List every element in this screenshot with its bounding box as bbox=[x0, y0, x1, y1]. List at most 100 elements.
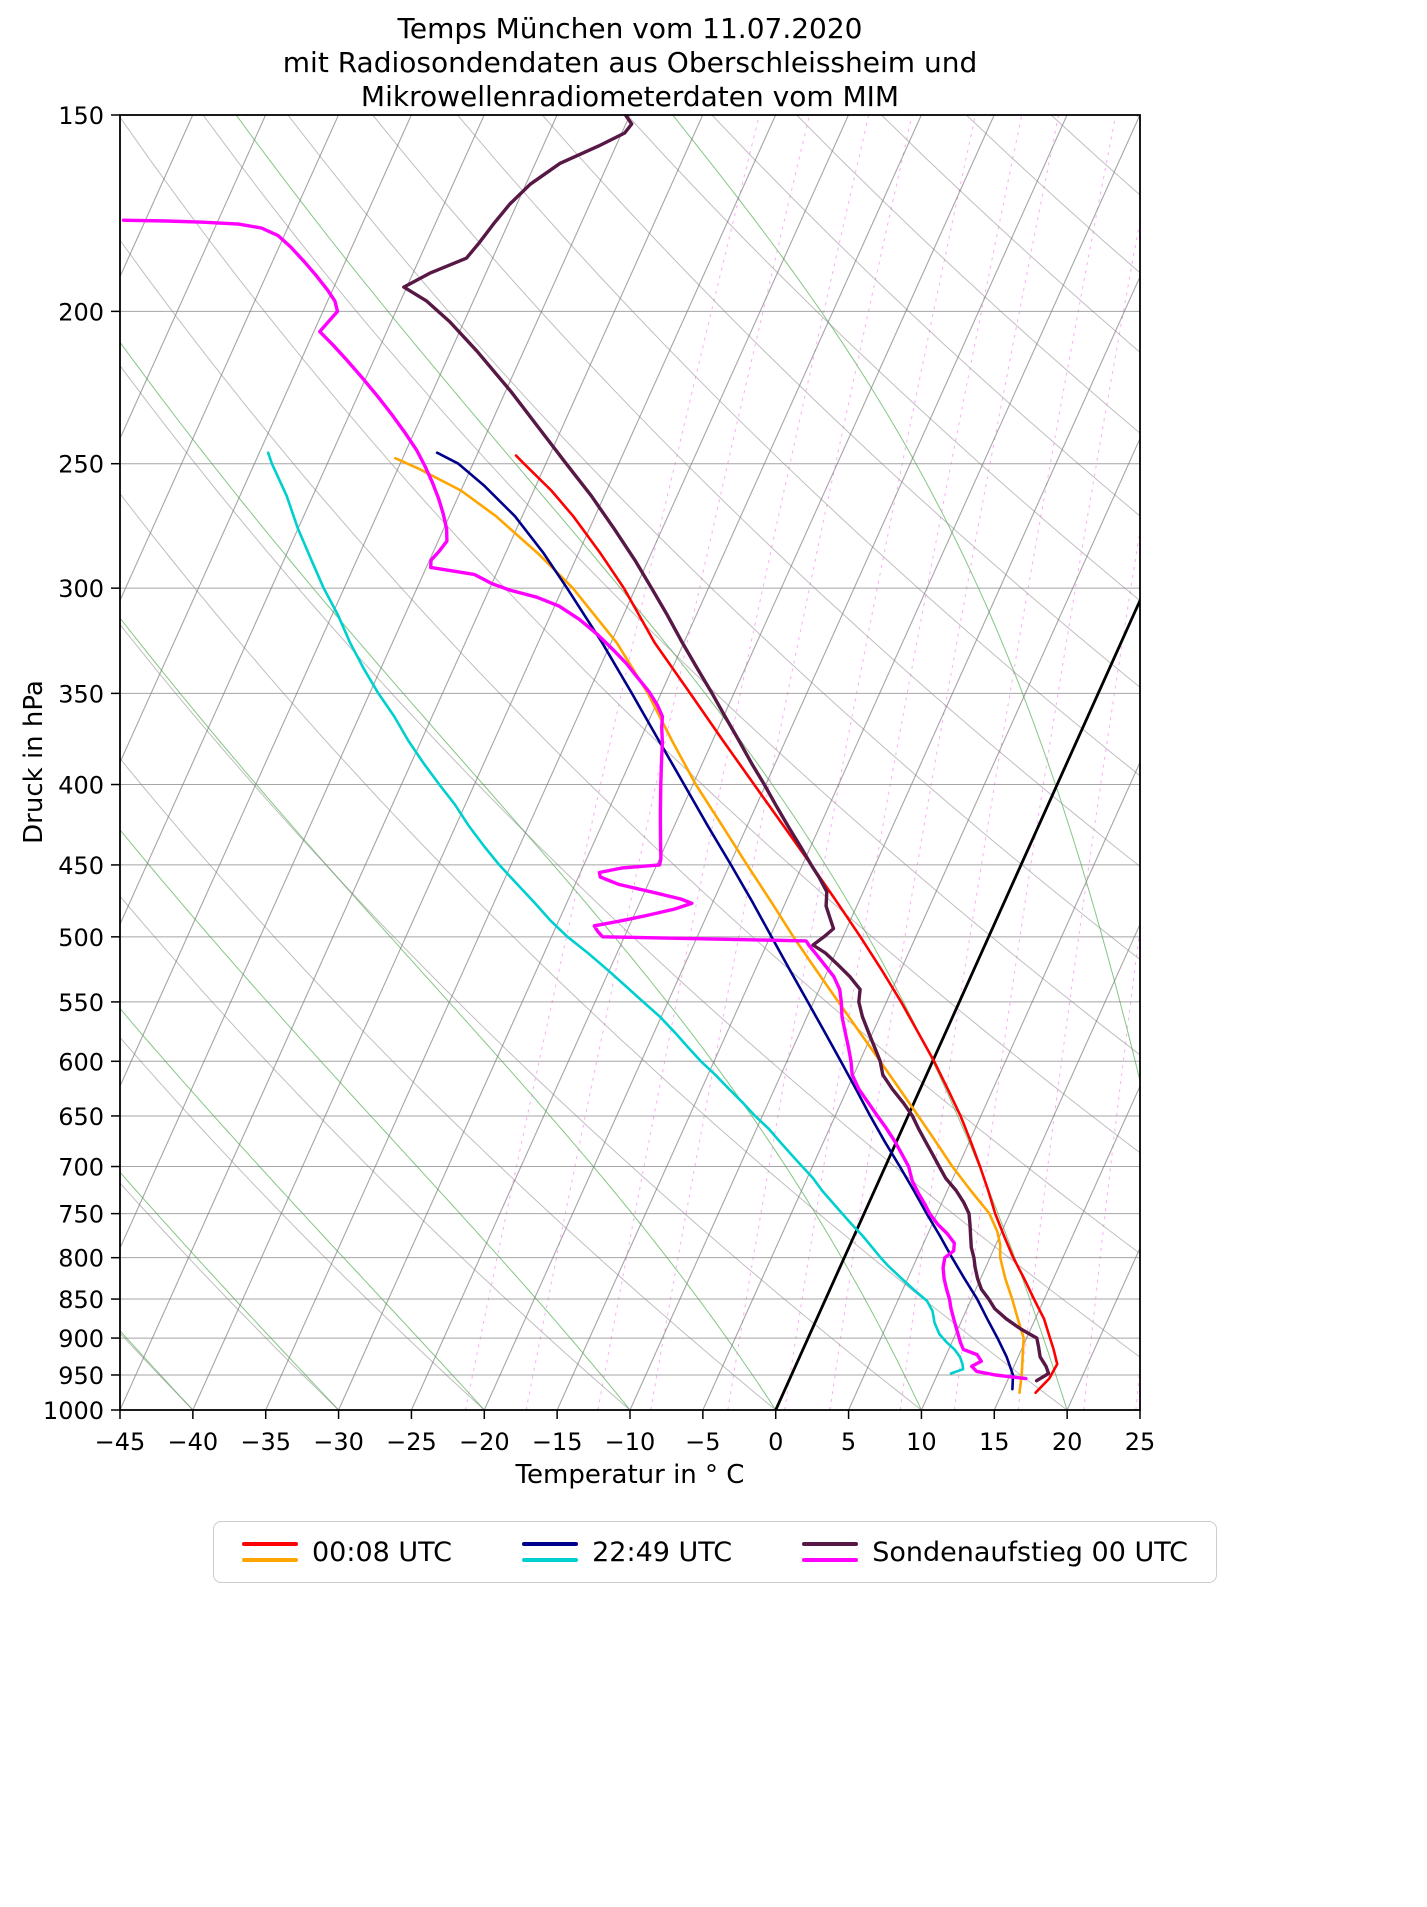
isotherm-line bbox=[120, 115, 485, 926]
y-axis-label: Druck in hPa bbox=[19, 680, 49, 844]
moist-adiabat-line bbox=[1162, 115, 1358, 1410]
isotherm-line bbox=[120, 115, 267, 440]
y-tick-label: 850 bbox=[58, 1286, 104, 1314]
legend-item-2249utc: 22:49 UTC bbox=[522, 1537, 732, 1568]
y-tick-label: 600 bbox=[58, 1048, 104, 1076]
isotherm-line bbox=[120, 115, 339, 602]
x-tick-label: −25 bbox=[386, 1428, 437, 1456]
mixing-ratio-line bbox=[650, 115, 913, 1410]
mixing-ratio-line bbox=[464, 115, 760, 1410]
dry-adiabat-line bbox=[120, 239, 1140, 1255]
x-tick-label: −45 bbox=[95, 1428, 146, 1456]
legend-label-0008utc: 00:08 UTC bbox=[312, 1536, 452, 1568]
isotherm-line bbox=[702, 437, 1140, 1410]
moist-adiabat-line bbox=[120, 1007, 485, 1410]
dry-adiabat-line bbox=[1135, 115, 1140, 120]
isotherm-line bbox=[1066, 1246, 1140, 1410]
y-tick-label: 750 bbox=[58, 1201, 104, 1229]
dry-adiabat-line bbox=[457, 115, 1140, 777]
dry-adiabat-line bbox=[541, 115, 1140, 688]
chart-title-line3: Mikrowellenradiometerdaten vom MIM bbox=[360, 80, 900, 113]
legend-item-sondenaufstieg: Sondenaufstieg 00 UTC bbox=[802, 1537, 1188, 1568]
sounding-line-dew-2249 bbox=[266, 451, 965, 1375]
isotherm-line bbox=[265, 115, 849, 1410]
y-tick-label: 500 bbox=[58, 924, 104, 952]
dry-adiabat-line bbox=[202, 115, 1140, 1056]
dry-adiabat-line bbox=[626, 115, 1140, 602]
x-tick-label: −10 bbox=[605, 1428, 656, 1456]
x-tick-label: 0 bbox=[768, 1428, 783, 1456]
isotherm-line bbox=[120, 115, 412, 764]
legend-swatch-temp-2249 bbox=[522, 1542, 579, 1546]
mixing-ratio-line bbox=[597, 115, 870, 1410]
mixing-ratio-line bbox=[953, 217, 1140, 1410]
legend-swatches-0008utc bbox=[242, 1542, 298, 1562]
chart-title-line2: mit Radiosondendaten aus Oberschleisshei… bbox=[282, 46, 978, 79]
dry-adiabat-line bbox=[287, 115, 1140, 961]
mixing-ratio-line bbox=[1083, 925, 1140, 1410]
dry-adiabat-line bbox=[120, 116, 1140, 1154]
moist-adiabat-line bbox=[235, 115, 1068, 1410]
dry-adiabat-line bbox=[796, 115, 1140, 434]
x-tick-label: −15 bbox=[532, 1428, 583, 1456]
mixing-ratio-line bbox=[1017, 527, 1140, 1410]
legend-item-0008utc: 00:08 UTC bbox=[242, 1537, 452, 1568]
legend: 00:08 UTC 22:49 UTC Sondenaufstieg 00 UT… bbox=[213, 1521, 1217, 1583]
y-tick-label: 350 bbox=[58, 680, 104, 708]
x-tick-label: 15 bbox=[979, 1428, 1010, 1456]
x-axis-label: Temperatur in ° C bbox=[515, 1460, 745, 1490]
x-tick-label: 25 bbox=[1125, 1428, 1156, 1456]
y-tick-label: 800 bbox=[58, 1245, 104, 1273]
x-tick-label: −20 bbox=[459, 1428, 510, 1456]
x-tick-label: −40 bbox=[168, 1428, 219, 1456]
x-tick-label: 10 bbox=[906, 1428, 937, 1456]
x-tick-label: −35 bbox=[240, 1428, 291, 1456]
legend-swatches-sondenaufstieg bbox=[802, 1542, 859, 1562]
x-tick-label: 5 bbox=[841, 1428, 856, 1456]
y-tick-label: 400 bbox=[58, 772, 104, 800]
dry-adiabat-line bbox=[881, 115, 1140, 353]
isotherm-line bbox=[1139, 1408, 1140, 1410]
dry-adiabat-line bbox=[120, 895, 631, 1410]
dry-adiabat-line bbox=[965, 115, 1140, 274]
legend-swatch-dew-2249 bbox=[522, 1558, 579, 1562]
x-tick-label: 20 bbox=[1052, 1428, 1083, 1456]
isotherm-line bbox=[410, 115, 995, 1410]
y-tick-label: 250 bbox=[58, 451, 104, 479]
dry-adiabat-line bbox=[120, 757, 777, 1410]
sounding-line-temp-2249 bbox=[435, 451, 1015, 1391]
y-tick-label: 150 bbox=[58, 102, 104, 130]
mixing-ratio-line bbox=[1135, 1361, 1140, 1410]
dry-adiabat-line bbox=[120, 1182, 339, 1410]
y-tick-label: 200 bbox=[58, 298, 104, 326]
moist-adiabat-line bbox=[672, 115, 1140, 1083]
legend-swatch-temp-sonde bbox=[802, 1542, 859, 1546]
isotherm-line bbox=[192, 115, 777, 1410]
y-tick-label: 900 bbox=[58, 1325, 104, 1353]
moist-adiabat-line bbox=[120, 617, 777, 1410]
legend-label-sondenaufstieg: Sondenaufstieg 00 UTC bbox=[872, 1536, 1188, 1568]
mixing-ratio-line bbox=[829, 115, 1060, 1410]
isotherm-line bbox=[556, 115, 1140, 1410]
plot-grid bbox=[120, 115, 1358, 1410]
isotherm-line bbox=[920, 922, 1140, 1410]
isotherm-line bbox=[483, 115, 1068, 1410]
dry-adiabat-line bbox=[372, 115, 1140, 868]
y-tick-label: 300 bbox=[58, 575, 104, 603]
mixing-ratio-line bbox=[784, 115, 1023, 1410]
y-tick-label: 450 bbox=[58, 852, 104, 880]
dry-adiabat-line bbox=[120, 1036, 485, 1410]
legend-swatch-temp-0008 bbox=[242, 1542, 298, 1546]
dry-adiabat-line bbox=[120, 623, 922, 1410]
mixing-ratio-line bbox=[525, 115, 810, 1410]
isotherm-line bbox=[629, 275, 1140, 1410]
isotherm-line bbox=[120, 115, 631, 1250]
dry-adiabat-line bbox=[120, 364, 1140, 1358]
legend-swatches-2249utc bbox=[522, 1542, 579, 1562]
x-tick-label: −30 bbox=[313, 1428, 364, 1456]
sounding-line-temp-sonde bbox=[402, 115, 1051, 1383]
x-tick-label: −5 bbox=[685, 1428, 720, 1456]
isotherm-line bbox=[993, 1084, 1140, 1410]
